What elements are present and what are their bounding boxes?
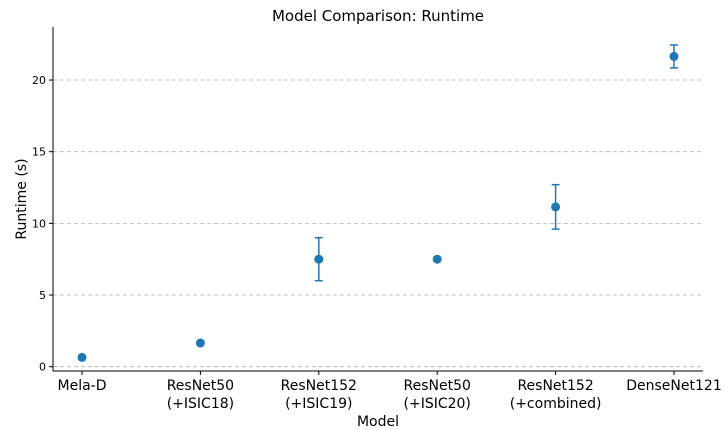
y-axis-label: Runtime (s) [14, 158, 30, 239]
x-tick-label: ResNet50 (+ISIC18) [167, 378, 234, 412]
x-tick-label: DenseNet121 [626, 378, 721, 394]
data-point [669, 51, 679, 61]
data-point [432, 254, 442, 264]
x-tick-label: ResNet152 (+ISIC19) [281, 378, 357, 412]
x-tick-label: Mela-D [58, 378, 107, 394]
y-tick-label: 5 [39, 289, 46, 302]
data-point [314, 254, 324, 264]
x-tick-label: ResNet50 (+ISIC20) [403, 378, 470, 412]
data-point [77, 352, 87, 362]
axis-layer: 0 5 10 15 20 Mela-D ResNet50 (+ISIC18) ResNet152… [32, 27, 722, 412]
mark-layer [77, 44, 679, 362]
y-tick-label: 0 [39, 361, 46, 374]
y-tick-label: 15 [32, 146, 46, 159]
x-axis-label: Model [357, 414, 399, 430]
y-tick-label: 10 [32, 217, 46, 230]
x-tick-label: ResNet152 (+combined) [510, 378, 602, 412]
chart-title: Model Comparison: Runtime [272, 7, 484, 25]
data-point [195, 338, 205, 348]
grid-layer [53, 79, 703, 368]
data-point [551, 202, 561, 212]
y-tick-label: 20 [32, 74, 46, 87]
